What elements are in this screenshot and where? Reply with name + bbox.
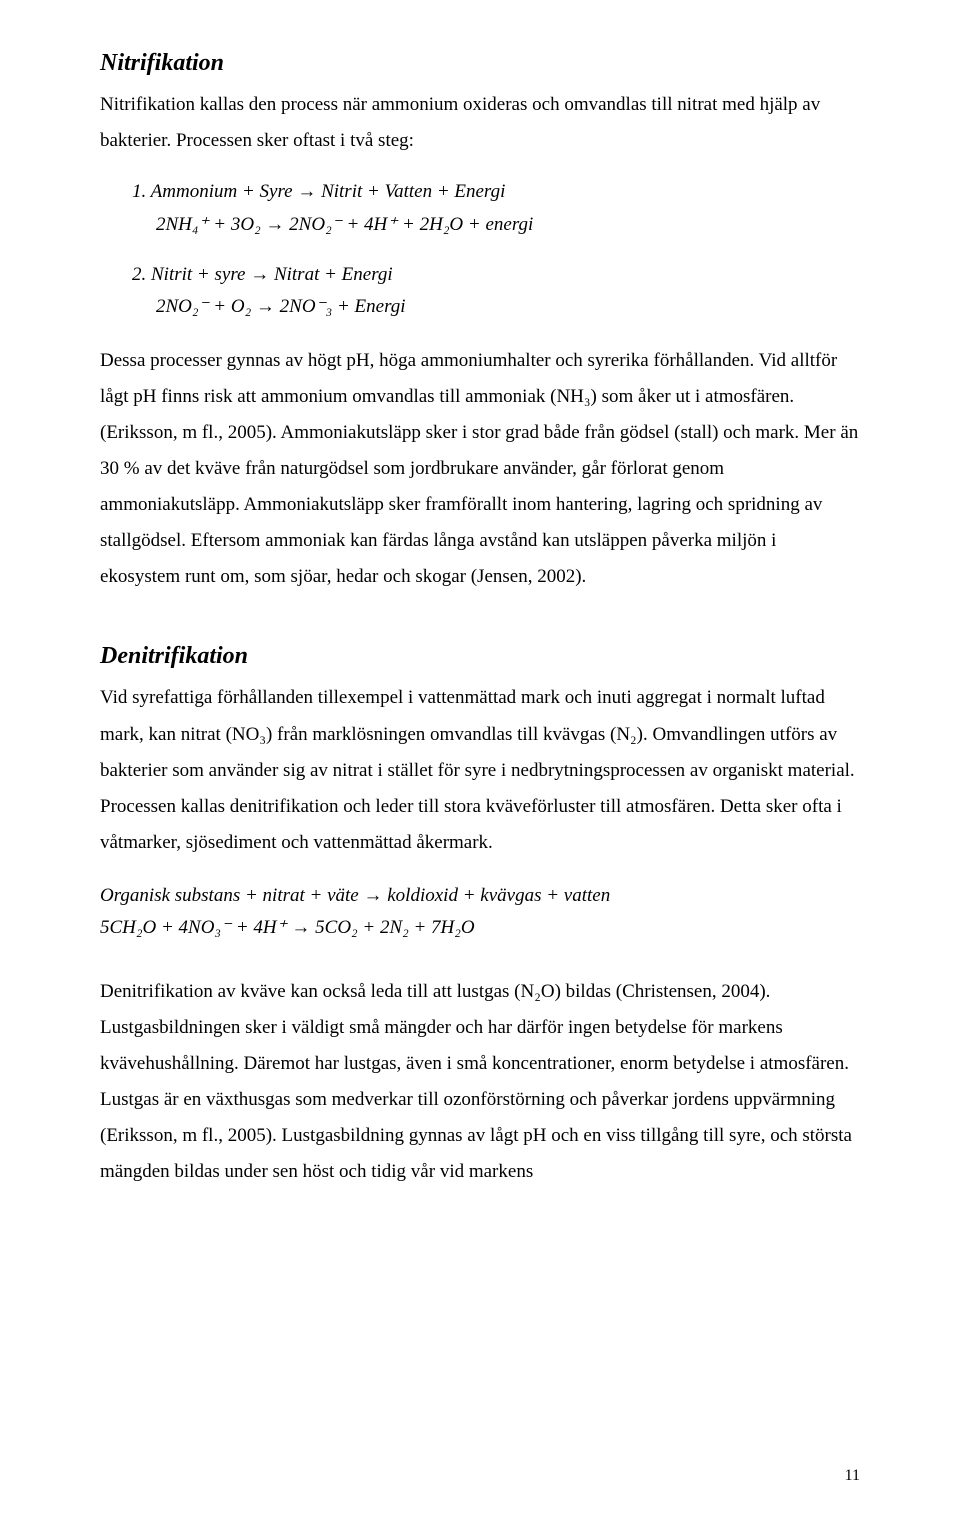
section1-body: Dessa processer gynnas av högt pH, höga … bbox=[100, 343, 860, 596]
equation3-label: Organisk substans + nitrat + väte → kold… bbox=[100, 881, 860, 911]
equation3-expression: 5CH₂O + 4NO₃⁻ + 4H⁺ → 5CO₂ + 2N₂ + 7H₂O bbox=[100, 913, 860, 943]
equation2-expression: 2NO₂⁻ + O₂ → 2NO⁻₃ + Energi bbox=[100, 292, 860, 322]
section1-heading: Nitrifikation bbox=[100, 50, 860, 77]
section2-para1: Vid syrefattiga förhållanden tillexempel… bbox=[100, 680, 860, 860]
section1-intro: Nitrifikation kallas den process när amm… bbox=[100, 87, 860, 159]
page-number: 11 bbox=[845, 1467, 860, 1485]
section-divider bbox=[100, 613, 860, 643]
page-container: Nitrifikation Nitrifikation kallas den p… bbox=[0, 0, 960, 1515]
equation2-label: 2. Nitrit + syre → Nitrat + Energi bbox=[100, 260, 860, 290]
equation1-expression: 2NH₄⁺ + 3O₂ → 2NO₂⁻ + 4H⁺ + 2H₂O + energ… bbox=[100, 210, 860, 240]
equation1-label: 1. Ammonium + Syre → Nitrit + Vatten + E… bbox=[100, 177, 860, 207]
section2-heading: Denitrifikation bbox=[100, 643, 860, 670]
section2-para2: Denitrifikation av kväve kan också leda … bbox=[100, 974, 860, 1191]
